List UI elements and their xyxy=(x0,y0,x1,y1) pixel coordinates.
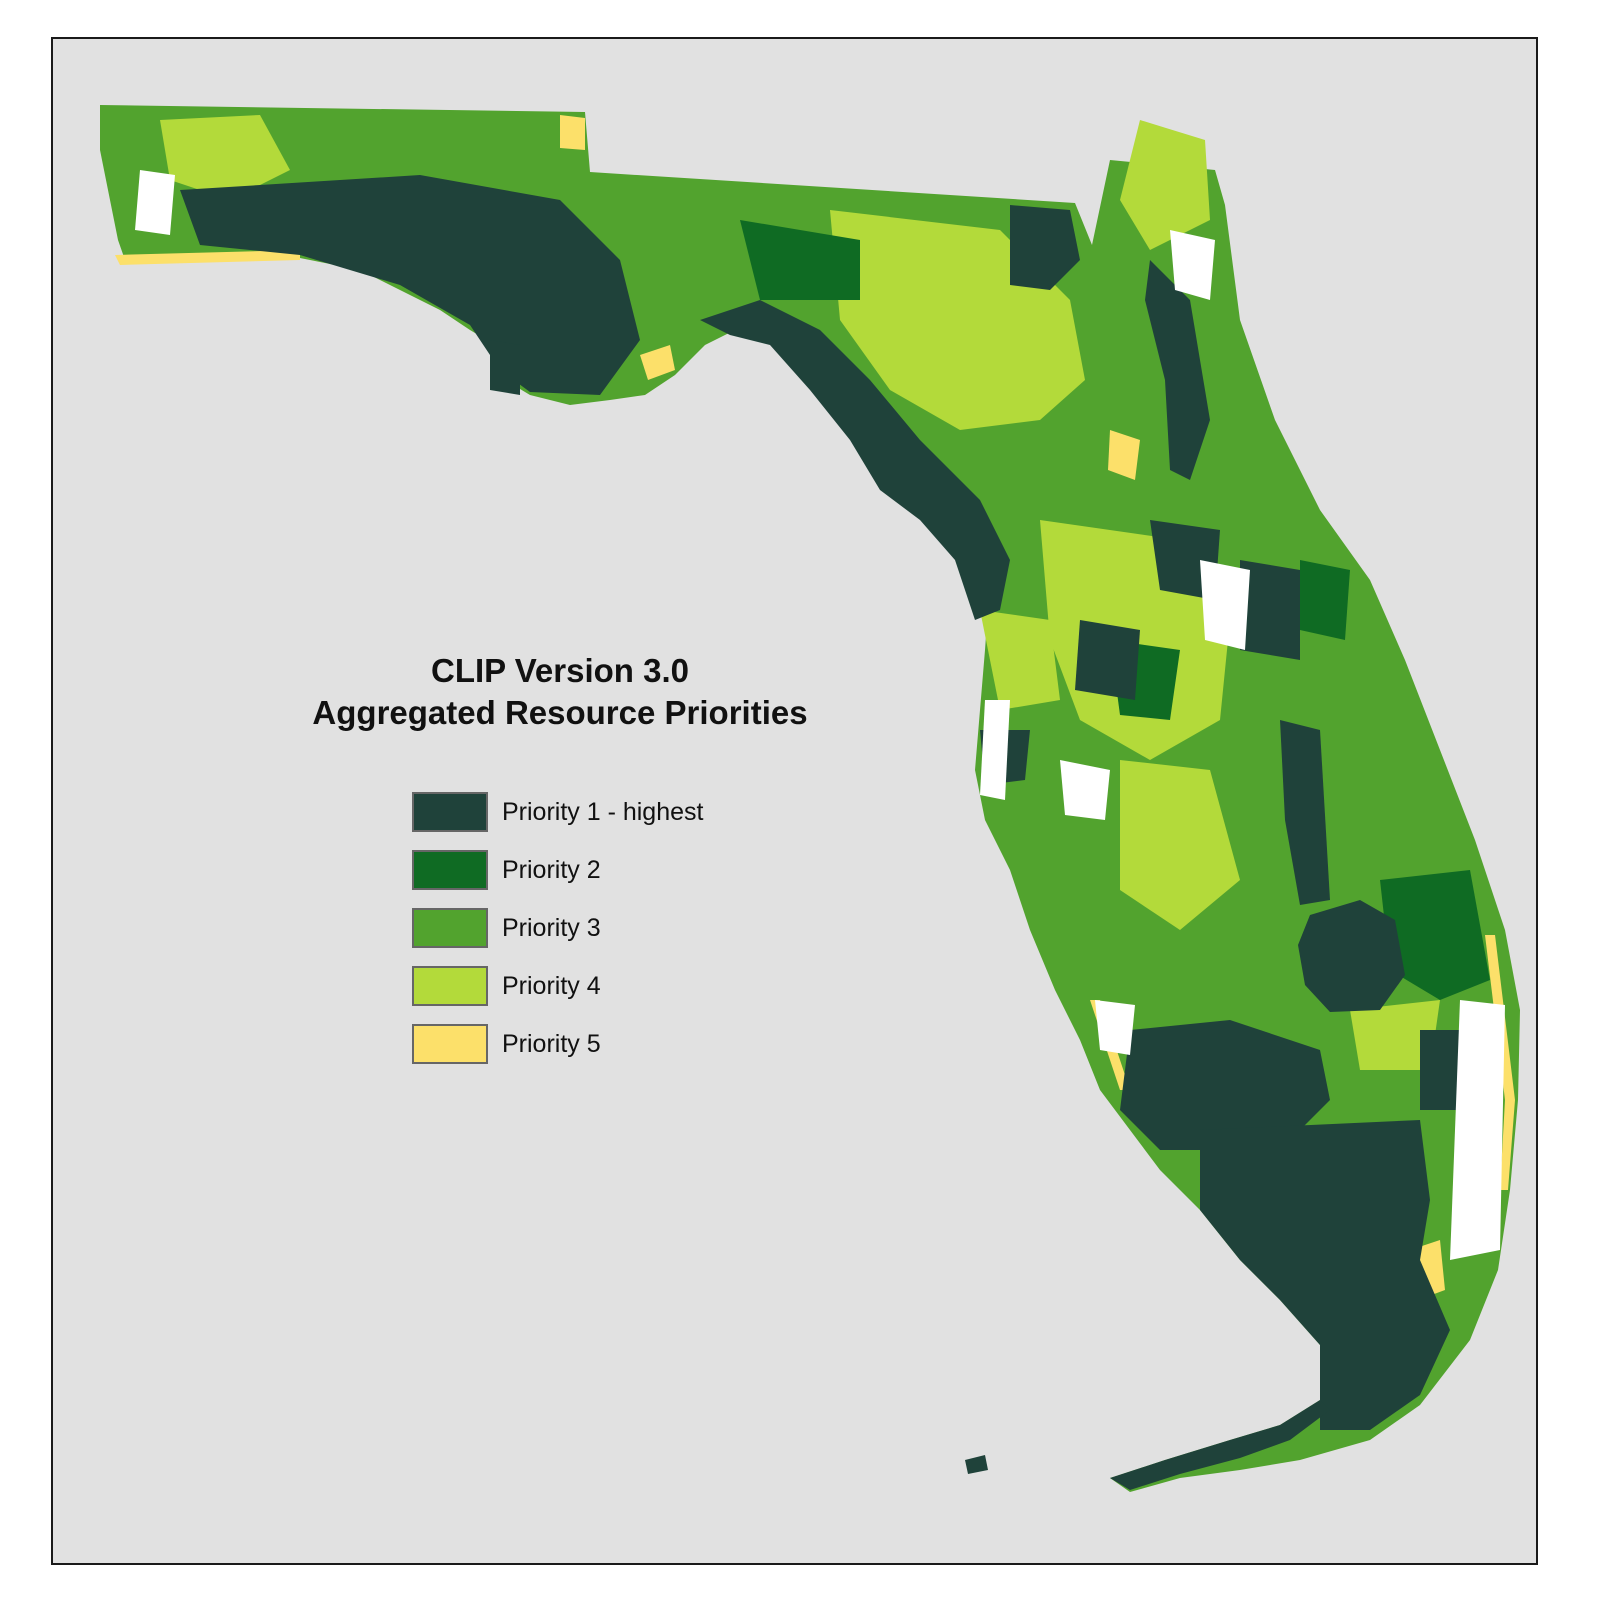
priority-2-areas xyxy=(740,220,1490,1000)
urban-areas xyxy=(135,170,1505,1260)
legend-label-priority-1: Priority 1 - highest xyxy=(502,798,704,826)
legend-label-priority-4: Priority 4 xyxy=(502,972,601,1000)
legend-swatch-priority-1 xyxy=(412,792,488,832)
map-title: CLIP Version 3.0 Aggregated Resource Pri… xyxy=(230,650,890,734)
priority-1-areas xyxy=(180,175,1470,1490)
legend-label-priority-2: Priority 2 xyxy=(502,856,601,884)
map-title-line-2: Aggregated Resource Priorities xyxy=(312,694,808,731)
legend-swatch-priority-3 xyxy=(412,908,488,948)
legend-label-priority-5: Priority 5 xyxy=(502,1030,601,1058)
map-title-line-1: CLIP Version 3.0 xyxy=(430,652,689,689)
legend-label-priority-3: Priority 3 xyxy=(502,914,601,942)
priority-4-areas xyxy=(160,115,1440,1070)
legend-swatch-priority-5 xyxy=(412,1024,488,1064)
legend-swatch-priority-4 xyxy=(412,966,488,1006)
legend-swatch-priority-2 xyxy=(412,850,488,890)
